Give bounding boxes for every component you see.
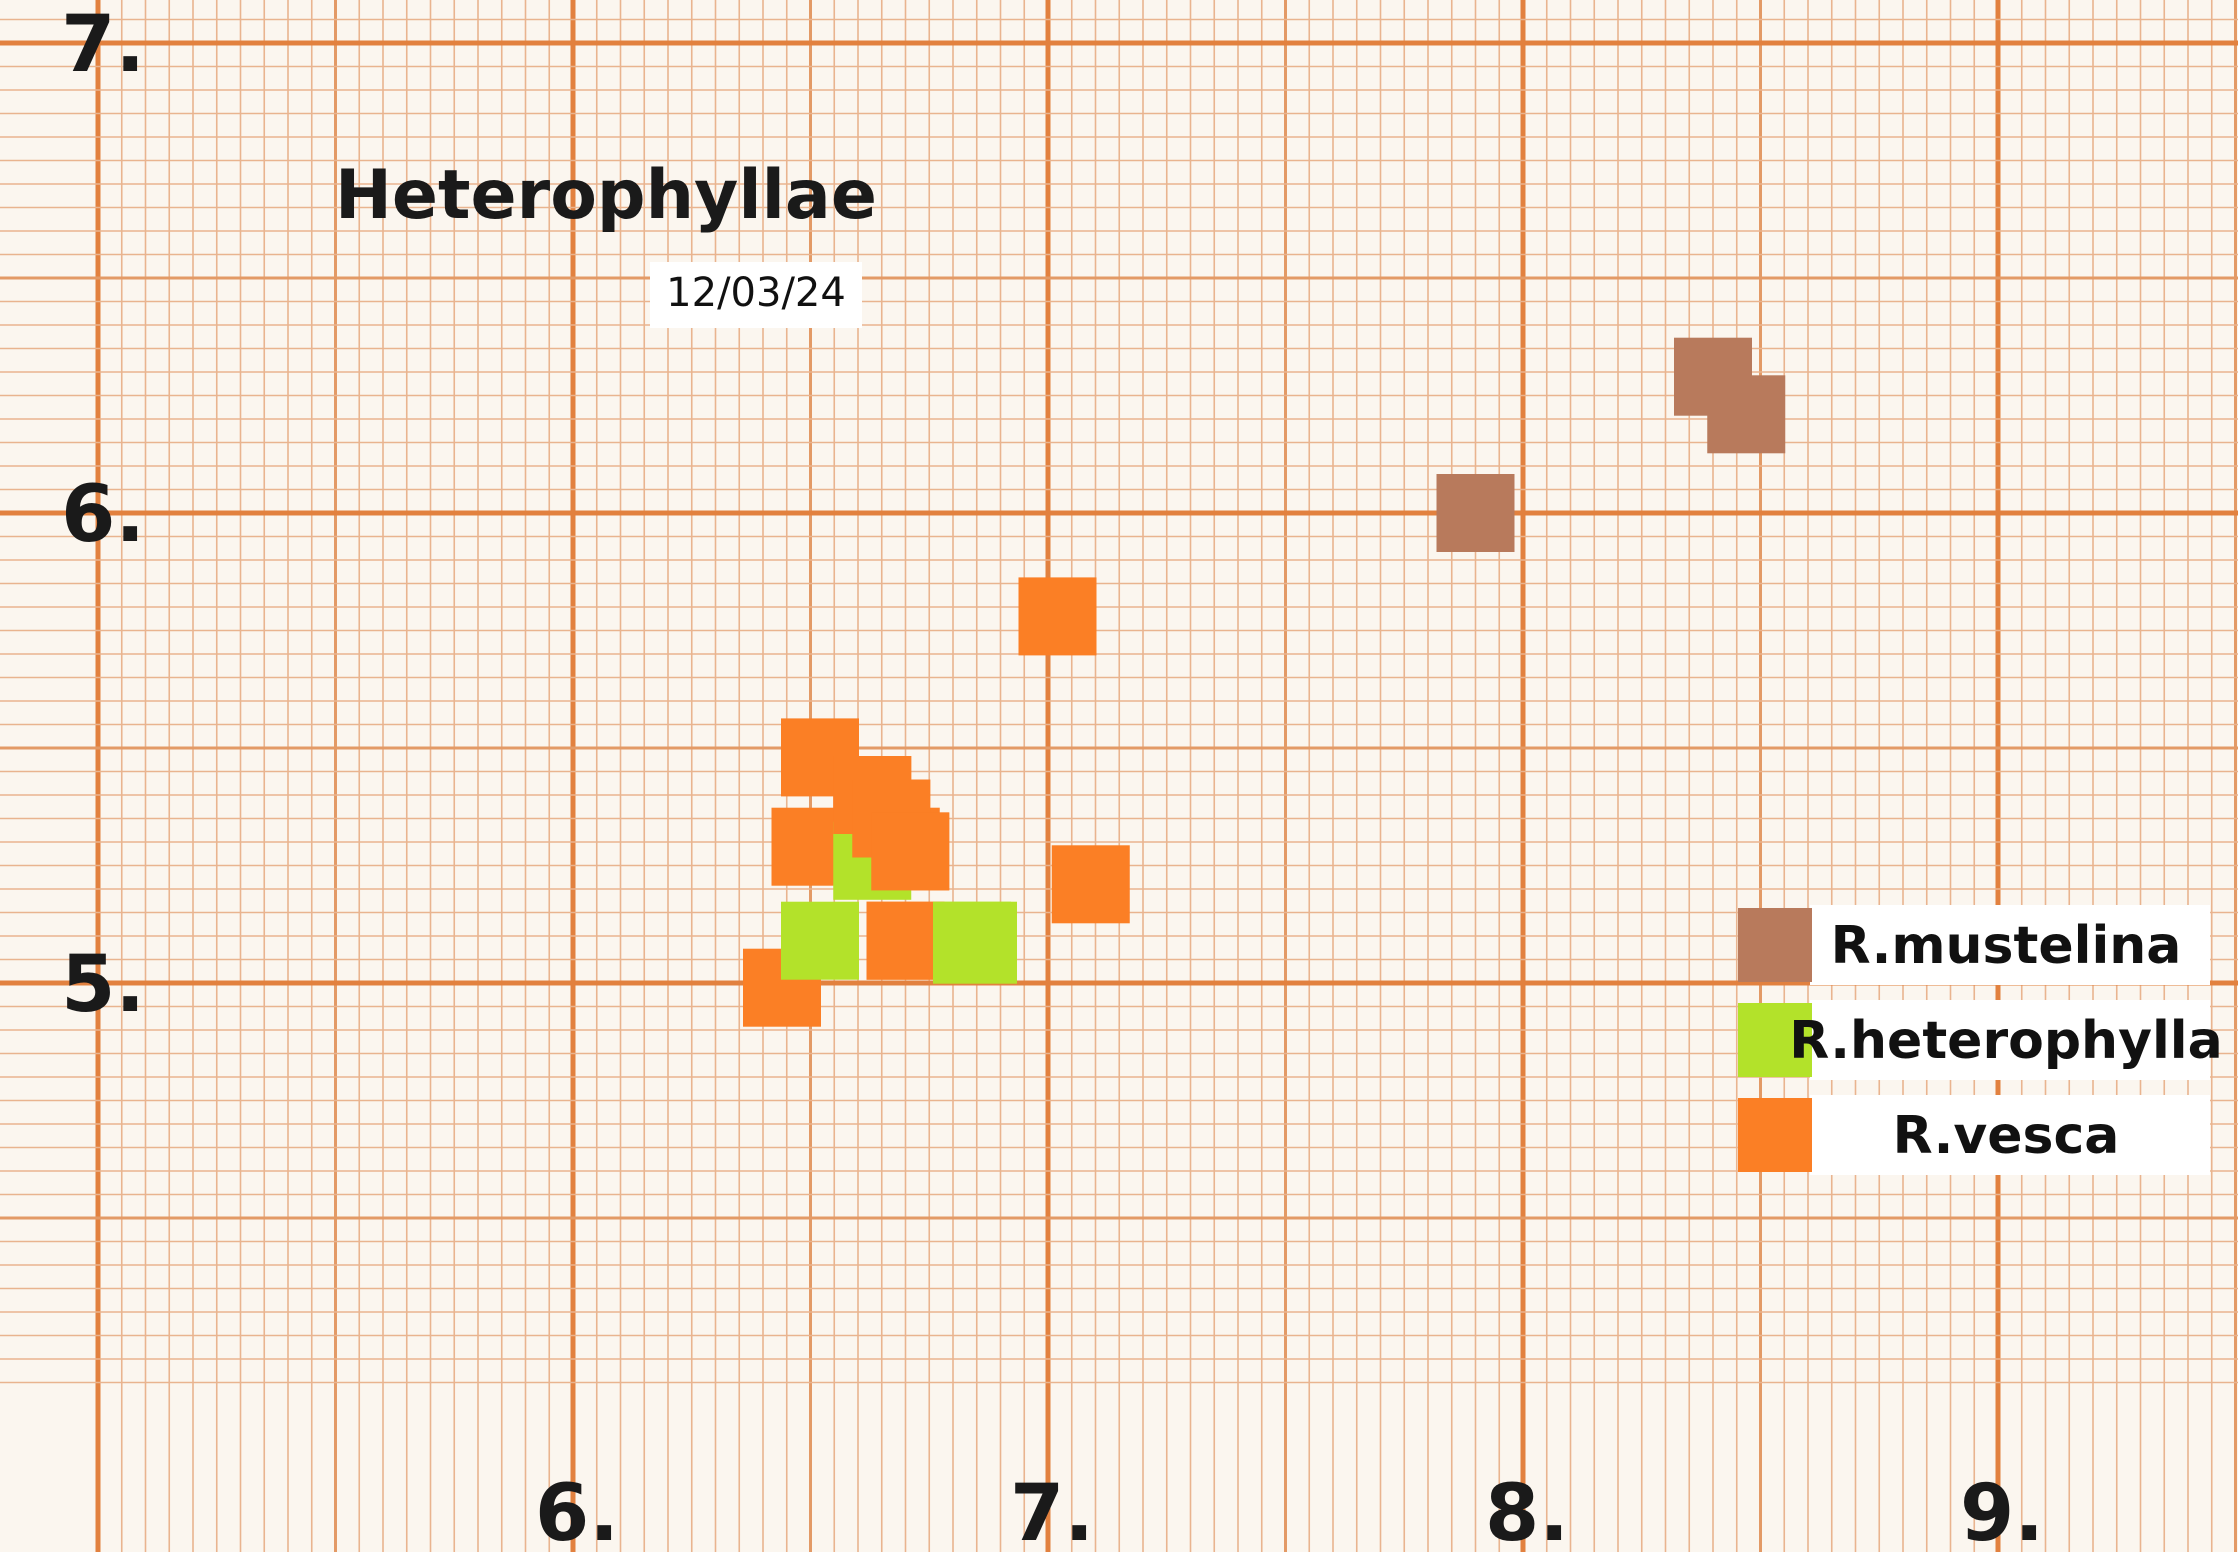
x-tick-label: 7. [1010,1469,1094,1552]
point-r-mustelina [1436,474,1515,552]
point-r-vesca [866,901,945,980]
legend-label: R.vesca [1893,1106,2120,1166]
legend-label: R.heterophylla [1789,1011,2222,1071]
data-points [743,337,1786,1027]
point-r-vesca [1051,845,1130,924]
legend-label-background [1810,905,2210,985]
legend-swatch [1738,908,1812,982]
y-tick-label: 5. [61,940,145,1030]
point-r-mustelina [1707,375,1786,454]
point-r-vesca [871,812,950,891]
y-tick-label: 7. [61,0,145,90]
y-tick-label: 6. [61,470,145,560]
x-tick-label: 9. [1960,1469,2044,1552]
point-r-heterophylla [781,901,859,980]
x-tick-label: 8. [1485,1469,1569,1552]
point-r-heterophylla [933,901,1017,984]
legend-label: R.mustelina [1831,916,2182,976]
legend: R.mustelina R.heterophylla R.vesca [1738,905,2223,1175]
legend-label-background [1810,1095,2210,1175]
point-r-vesca [1018,577,1097,656]
subtitle-box [650,262,862,328]
legend-swatch [1738,1003,1812,1077]
chart-subtitle: 12/03/24 [666,270,846,316]
legend-swatch [1738,1098,1812,1172]
chart-title: Heterophyllae [335,156,877,235]
x-tick-label: 6. [535,1469,619,1552]
axis-ticks: 6. 7. 8. 9. 5. 6. 7. [61,0,2044,1552]
legend-label-background [1810,1000,2210,1080]
